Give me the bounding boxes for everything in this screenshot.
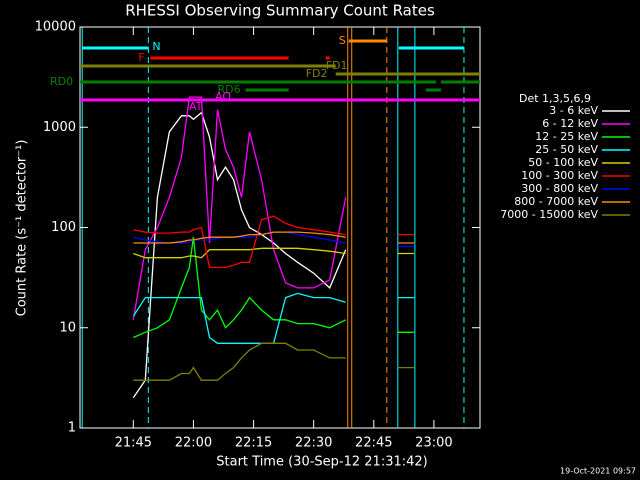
series-line [133,215,414,269]
legend-label: 100 - 300 keV [521,169,598,182]
flag-label: S [339,34,346,47]
x-axis-label: Start Time (30-Sep-12 21:31:42) [216,455,427,470]
legend-label: 12 - 25 keV [535,130,598,143]
series-line [132,96,347,320]
series-line [133,342,414,381]
legend-title: Det 1,3,5,6,9 [519,92,591,105]
y-axis-label: Count Rate (s⁻¹ detector⁻¹) [15,140,30,317]
legend-label: 25 - 50 keV [535,143,598,156]
flag-label: F [138,51,144,64]
flag-label: FD2 [306,67,328,80]
x-tick-label: 21:45 [115,436,152,451]
y-tick-label: 10 [59,320,76,335]
y-tick-label: 10000 [35,20,76,35]
x-tick-label: 22:30 [295,436,332,451]
plot-area [80,27,480,428]
legend-label: 800 - 7000 keV [514,195,598,208]
series-line [133,231,414,247]
flag-label: RD0 [50,75,73,88]
series-line [133,231,414,244]
y-tick-label: 1 [68,421,76,436]
flag-label: N [152,40,160,53]
timestamp: 19-Oct-2021 09:57 [560,467,636,476]
flag-label: FD1 [326,59,348,72]
y-tick-label: 1000 [43,120,76,135]
series-line [132,292,414,344]
legend-label: 300 - 800 keV [521,182,598,195]
plot-frame [79,26,481,429]
series-line [133,247,414,259]
legend-label: 6 - 12 keV [542,117,598,130]
series-line [133,237,414,339]
x-tick-label: 23:00 [415,436,452,451]
flag-label: RD6 [218,83,241,96]
chart-title: RHESSI Observing Summary Count Rates [125,2,435,20]
x-tick-label: 22:15 [235,436,272,451]
legend-label: 7000 - 15000 keV [500,208,598,221]
flag-label: AO [215,90,231,103]
x-tick-label: 22:00 [175,436,212,451]
annotation: AT [189,100,203,113]
x-tick-label: 22:45 [355,436,392,451]
y-tick-label: 100 [51,220,76,235]
series-line [132,111,347,399]
legend-label: 50 - 100 keV [528,156,598,169]
legend-label: 3 - 6 keV [549,104,598,117]
